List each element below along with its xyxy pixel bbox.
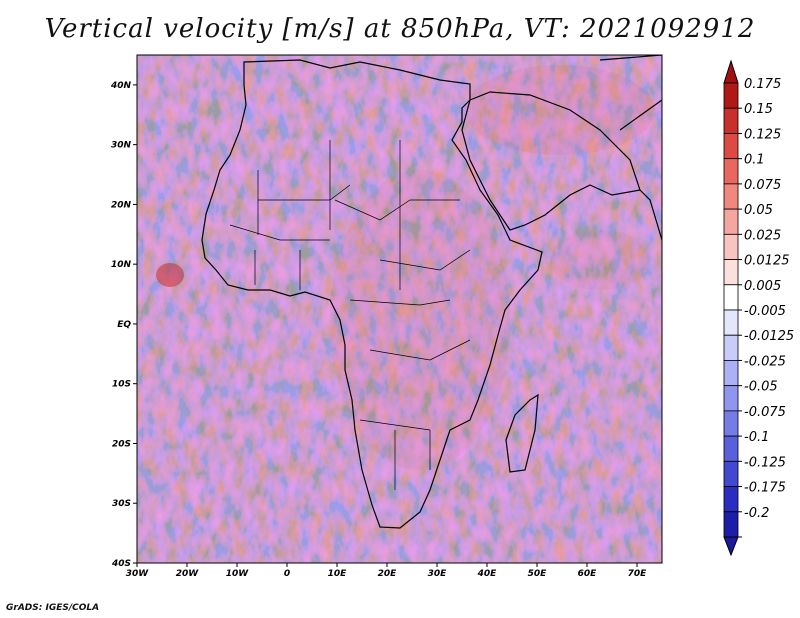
colorbar-label: -0.2 <box>744 506 769 521</box>
coastlines <box>201 55 662 529</box>
colorbar-label: -0.005 <box>744 304 786 319</box>
lat-tick-label: EQ <box>117 320 131 330</box>
colorbar-label: 0.05 <box>744 203 773 218</box>
colorbar-label: 0.175 <box>744 77 781 92</box>
lat-tick-label: 20S <box>112 439 131 449</box>
latitude-axis: 40N 30N 20N 10N EQ 10S 20S 30S 40S <box>110 81 137 569</box>
colorbar-label: -0.125 <box>744 455 786 470</box>
colorbar-label: -0.0125 <box>744 329 794 344</box>
colorbar-label: -0.05 <box>744 380 778 395</box>
colorbar-swatch <box>723 107 739 134</box>
lon-tick-label: 30W <box>126 569 150 579</box>
grads-credit: GrADS: IGES/COLA <box>6 603 100 613</box>
colorbar-label: 0.125 <box>744 127 781 142</box>
colorbar-label: -0.1 <box>744 430 769 445</box>
vertical-velocity-field <box>137 55 662 563</box>
colorbar-label: -0.175 <box>744 481 786 496</box>
colorbar-label: 0.1 <box>744 153 765 168</box>
colorbar-swatch <box>723 435 739 462</box>
colorbar-bottom-arrow <box>723 536 739 557</box>
lon-tick-label: 60E <box>578 569 598 579</box>
plot-frame <box>136 54 663 564</box>
lat-tick-label: 20N <box>111 200 132 210</box>
colorbar-swatch <box>723 486 739 513</box>
colorbar-swatch <box>723 309 739 336</box>
lon-tick-label: 0 <box>284 569 290 579</box>
colorbar-label: 0.005 <box>744 279 781 294</box>
lon-tick-label: 10E <box>328 569 348 579</box>
lon-tick-label: 30E <box>428 569 448 579</box>
colorbar-label: 0.025 <box>744 228 781 243</box>
colorbar-label: 0.0125 <box>744 254 790 269</box>
lat-tick-label: 30S <box>112 499 131 509</box>
map-title: Vertical velocity [m/s] at 850hPa, VT: 2… <box>44 14 756 44</box>
colorbar-label: 0.15 <box>744 102 773 117</box>
colorbar-swatch <box>723 410 739 437</box>
colorbar-swatch <box>723 385 739 412</box>
lon-tick-label: 20W <box>176 569 200 579</box>
country-borders <box>229 140 471 490</box>
lon-tick-label: 70E <box>628 569 648 579</box>
lat-tick-label: 10N <box>111 260 132 270</box>
colorbar-swatch <box>723 511 739 538</box>
colorbar-label: -0.025 <box>744 354 786 369</box>
lon-tick-label: 20E <box>378 569 398 579</box>
longitude-axis: 30W 20W 10W 0 10E 20E 30E 40E 50E 60E 70E <box>126 563 647 579</box>
lon-tick-label: 10W <box>226 569 250 579</box>
lat-tick-label: 40N <box>110 81 132 91</box>
lat-tick-label: 30N <box>111 141 132 151</box>
lat-tick-label: 40S <box>111 559 131 569</box>
colorbar-swatch <box>723 158 739 185</box>
colorbar-swatch <box>723 233 739 260</box>
colorbar-swatch <box>723 183 739 210</box>
lat-tick-label: 10S <box>112 380 131 390</box>
lon-tick-label: 50E <box>528 569 548 579</box>
colorbar-swatch <box>723 82 739 109</box>
colorbar-label: -0.075 <box>744 405 786 420</box>
colorbar-swatch <box>723 133 739 160</box>
colorbar-top-arrow <box>723 59 739 84</box>
colorbar-swatch <box>723 259 739 286</box>
colorbar-swatch <box>723 284 739 311</box>
colorbar: 0.175 0.15 0.125 0.1 0.075 0.05 0.025 0.0125 0.0… <box>723 59 794 557</box>
colorbar-swatch <box>723 208 739 235</box>
colorbar-swatch <box>723 460 739 487</box>
colorbar-swatch <box>723 334 739 361</box>
colorbar-swatch <box>723 360 739 387</box>
lon-tick-label: 40E <box>477 569 498 579</box>
colorbar-label: 0.075 <box>744 178 781 193</box>
